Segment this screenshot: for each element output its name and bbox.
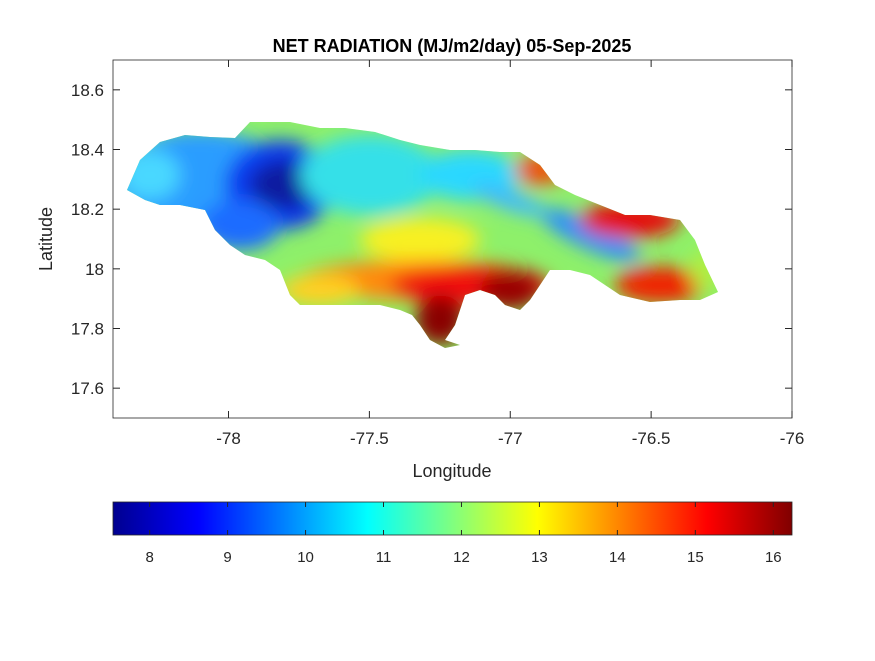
east-red xyxy=(615,267,705,303)
colorbar-tick-label: 13 xyxy=(531,549,548,566)
y-tick-label: 18.4 xyxy=(71,141,104,160)
y-tick-label: 18.2 xyxy=(71,200,104,219)
colorbar-tick-label: 8 xyxy=(145,549,153,566)
y-tick-label: 18 xyxy=(85,260,104,279)
chart-title: NET RADIATION (MJ/m2/day) 05-Sep-2025 xyxy=(273,36,632,56)
colorbar xyxy=(112,501,793,536)
colorbar-tick-label: 11 xyxy=(376,549,392,566)
central-cyan xyxy=(300,135,440,215)
x-tick-label: -76 xyxy=(780,429,805,448)
x-tick-label: -78 xyxy=(216,429,241,448)
y-tick-label: 17.8 xyxy=(71,320,104,339)
colorbar-tick-label: 12 xyxy=(453,549,470,566)
x-axis-label: Longitude xyxy=(412,461,491,481)
y-tick-label: 18.6 xyxy=(71,81,104,100)
colorbar-tick-label: 16 xyxy=(765,549,782,566)
east-ridge-streak xyxy=(472,183,548,217)
colorbar-tick-label: 9 xyxy=(223,549,231,566)
x-tick-label: -77.5 xyxy=(350,429,389,448)
colorbar-ticks: 8 9 10 11 12 13 14 15 16 xyxy=(145,502,782,566)
colorbar-tick-label: 14 xyxy=(609,549,626,566)
colorbar-tick-label: 10 xyxy=(297,549,314,566)
x-tick-label: -76.5 xyxy=(632,429,671,448)
colorbar-tick-label: 15 xyxy=(687,549,704,566)
west-south-yellow xyxy=(280,275,360,305)
y-axis: 17.6 17.8 18 18.2 18.4 18.6 xyxy=(71,81,792,398)
y-tick-label: 17.6 xyxy=(71,379,104,398)
x-tick-label: -77 xyxy=(498,429,523,448)
y-axis-label: Latitude xyxy=(36,207,56,271)
central-yellow xyxy=(360,218,480,262)
blue-mountain-streak xyxy=(539,208,641,262)
x-axis: -78 -77.5 -77 -76.5 -76 xyxy=(216,60,804,448)
